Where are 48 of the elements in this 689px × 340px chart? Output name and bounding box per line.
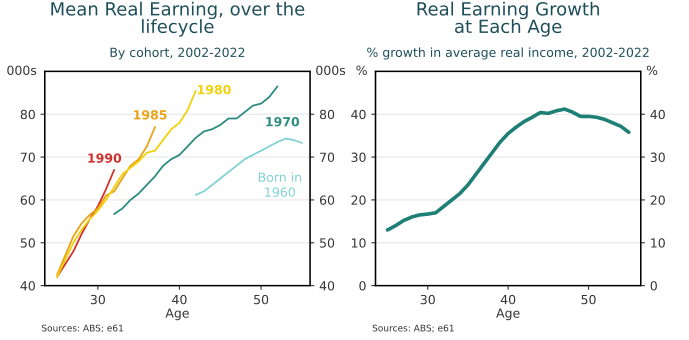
- x-tick-label: 50: [254, 294, 268, 304]
- line-series: [386, 107, 631, 232]
- y-tick-label: 40: [351, 110, 366, 120]
- y2-axis-title: %: [646, 66, 658, 76]
- x-tick-label: 40: [500, 294, 516, 304]
- y-tick-label: 80: [20, 110, 35, 120]
- y2-tick-label: 80: [320, 110, 334, 120]
- y2-tick-label: 40: [320, 281, 334, 291]
- line-series: [56, 169, 116, 278]
- x-tick-label: 30: [90, 294, 105, 304]
- y-tick-label: 70: [20, 152, 35, 162]
- source-note: Sources: ABS; e61: [372, 324, 454, 332]
- y-tick-label: 60: [20, 195, 35, 205]
- x-axis-title: Age: [496, 308, 520, 320]
- y2-axis-title: 000s: [316, 66, 346, 76]
- source-note: Sources: ABS; e61: [42, 324, 124, 332]
- y-axis-title: 000s: [7, 66, 36, 76]
- y2-tick-label: 10: [651, 238, 665, 248]
- line-series: [56, 126, 156, 276]
- line-series: [194, 138, 303, 196]
- y-axis-title: %: [356, 66, 367, 76]
- y-tick-label: 20: [351, 195, 366, 205]
- chart-subtitle: By cohort, 2002-2022: [110, 47, 244, 60]
- x-axis-title: Age: [165, 308, 189, 320]
- x-tick-label: 40: [172, 294, 187, 304]
- series-label: 1970: [266, 116, 300, 126]
- y2-tick-label: 60: [320, 195, 334, 205]
- chart-title: Real Earning Growth at Each Age: [418, 2, 599, 37]
- y-tick-label: 0: [359, 281, 366, 291]
- x-tick-label: 30: [420, 294, 435, 304]
- series-label: Born in 1960: [258, 172, 302, 197]
- y2-tick-label: 70: [320, 152, 334, 162]
- y-tick-label: 10: [352, 238, 366, 248]
- y-tick-label: 30: [352, 152, 366, 162]
- series-label: 1985: [134, 110, 167, 120]
- chart-title: Mean Real Earning, over the lifecycle: [51, 2, 304, 37]
- series-label: 1990: [88, 153, 122, 163]
- y2-tick-label: 0: [650, 281, 657, 291]
- line-series: [56, 90, 197, 278]
- y2-tick-label: 30: [650, 152, 665, 162]
- y-tick-label: 50: [20, 238, 35, 248]
- chart-subtitle: % growth in average real income, 2002-2022: [367, 47, 649, 60]
- y-tick-label: 40: [20, 281, 35, 291]
- x-tick-label: 50: [582, 294, 596, 304]
- series-label: 1980: [198, 84, 231, 94]
- y2-tick-label: 40: [650, 110, 665, 120]
- y2-tick-label: 20: [650, 195, 665, 205]
- y2-tick-label: 50: [320, 238, 334, 248]
